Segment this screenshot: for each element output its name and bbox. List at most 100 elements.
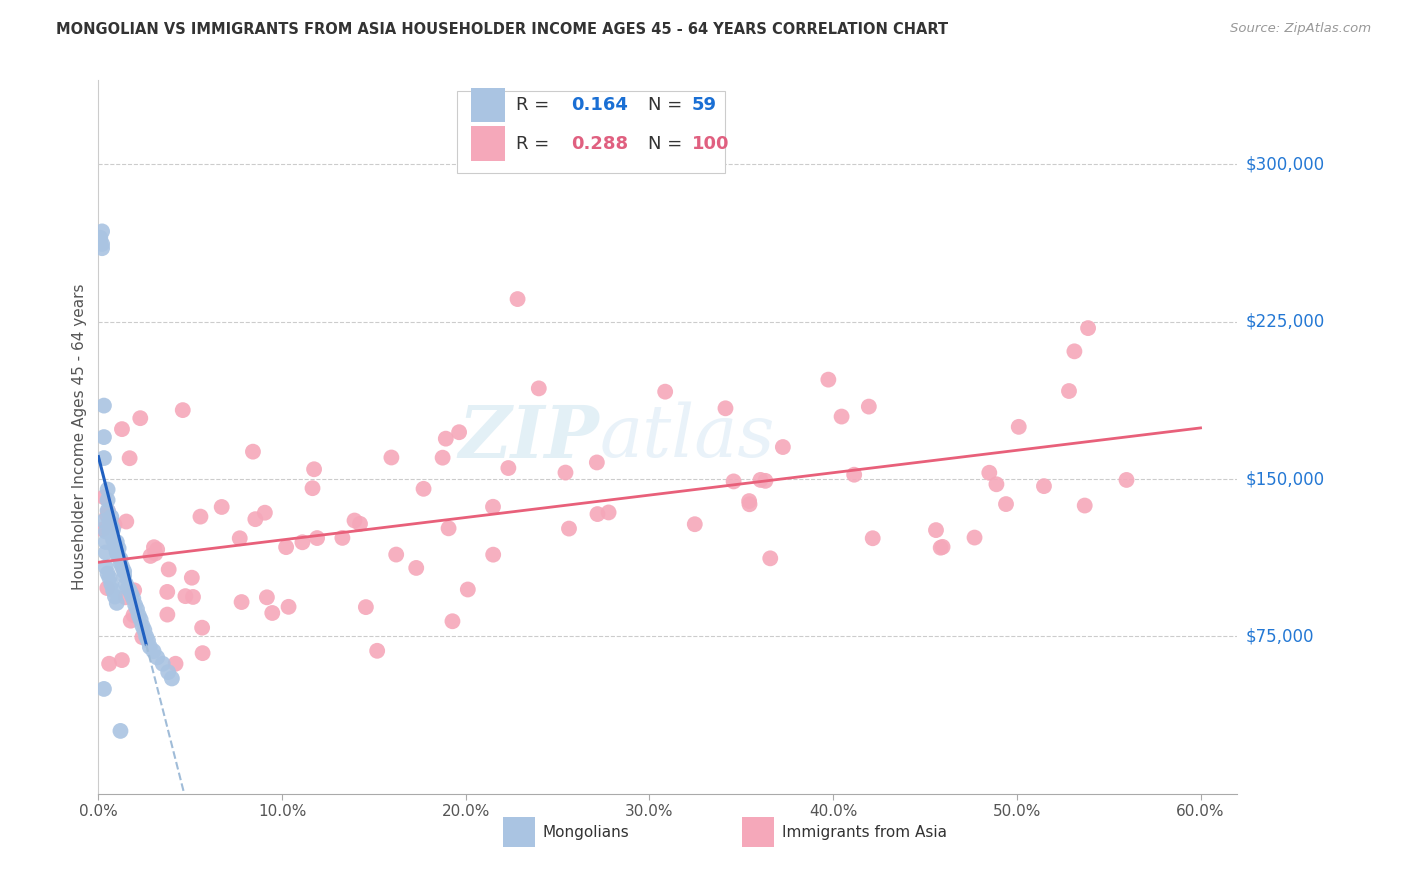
Point [93,490,115,504]
Point [91,522,114,536]
Text: MONGOLIAN VS IMMIGRANTS FROM ASIA HOUSEHOLDER INCOME AGES 45 - 64 YEARS CORRELAT: MONGOLIAN VS IMMIGRANTS FROM ASIA HOUSEH… [56,22,949,37]
Point [131,630,153,644]
Point [929,541,952,555]
Point [97,493,120,508]
Y-axis label: Householder Income Ages 45 - 64 years: Householder Income Ages 45 - 64 years [72,284,87,591]
Point [191,621,214,635]
Point [759,551,782,566]
Point [98,657,121,671]
Point [749,473,772,487]
Point [172,403,194,417]
Point [554,466,576,480]
Point [1073,499,1095,513]
Point [112,565,135,579]
Point [156,607,179,622]
Point [122,608,145,623]
Text: 0.288: 0.288 [571,135,628,153]
Point [114,591,136,605]
Point [165,657,187,671]
Point [135,630,157,644]
Point [1077,321,1099,335]
Point [103,517,125,532]
Point [449,425,471,440]
Point [110,723,132,738]
Point [817,373,839,387]
Text: ZIP: ZIP [458,401,599,473]
FancyBboxPatch shape [457,91,725,173]
Point [302,462,325,476]
Point [98,514,121,528]
Point [100,509,122,524]
Point [683,517,706,532]
Point [229,531,252,545]
Point [111,653,134,667]
Point [738,494,761,508]
Point [129,411,152,425]
Point [1115,473,1137,487]
Point [156,585,179,599]
Point [482,500,505,514]
Point [380,450,402,465]
Point [349,516,371,531]
Point [128,608,150,623]
Point [256,591,278,605]
Point [94,524,117,539]
Point [385,548,408,562]
Point [772,440,794,454]
Point [112,568,135,582]
Point [94,560,117,574]
Point [160,672,183,686]
Point [979,466,1001,480]
Point [134,623,156,637]
Point [146,542,169,557]
Point [101,583,124,598]
Point [301,481,323,495]
Point [738,497,761,511]
Point [96,581,118,595]
Text: Source: ZipAtlas.com: Source: ZipAtlas.com [1230,22,1371,36]
Text: $300,000: $300,000 [1246,155,1324,173]
Point [96,508,118,523]
Point [986,477,1008,491]
Point [174,589,197,603]
Point [118,451,141,466]
Point [97,483,120,497]
Point [437,521,460,535]
Point [101,523,124,537]
Point [97,503,120,517]
Point [100,518,122,533]
Point [332,531,354,545]
FancyBboxPatch shape [471,127,505,161]
Point [94,535,117,549]
Point [586,455,609,469]
Point [307,531,329,545]
Point [180,571,202,585]
Point [157,665,180,680]
Point [457,582,479,597]
Point [963,531,986,545]
Point [441,614,464,628]
Text: $225,000: $225,000 [1246,312,1324,331]
Point [482,548,505,562]
Point [231,595,253,609]
Point [242,444,264,458]
Point [191,646,214,660]
Point [181,590,204,604]
Point [1063,344,1085,359]
Point [858,400,880,414]
Point [125,602,148,616]
Point [97,504,120,518]
Text: 59: 59 [692,96,717,114]
Point [343,514,366,528]
Point [107,549,129,564]
Point [93,430,115,444]
Point [115,515,138,529]
Point [405,561,427,575]
Point [131,619,153,633]
Point [995,497,1018,511]
Point [105,535,128,549]
Point [831,409,853,424]
Point [598,505,620,519]
Point [89,235,111,249]
Point [91,241,114,255]
